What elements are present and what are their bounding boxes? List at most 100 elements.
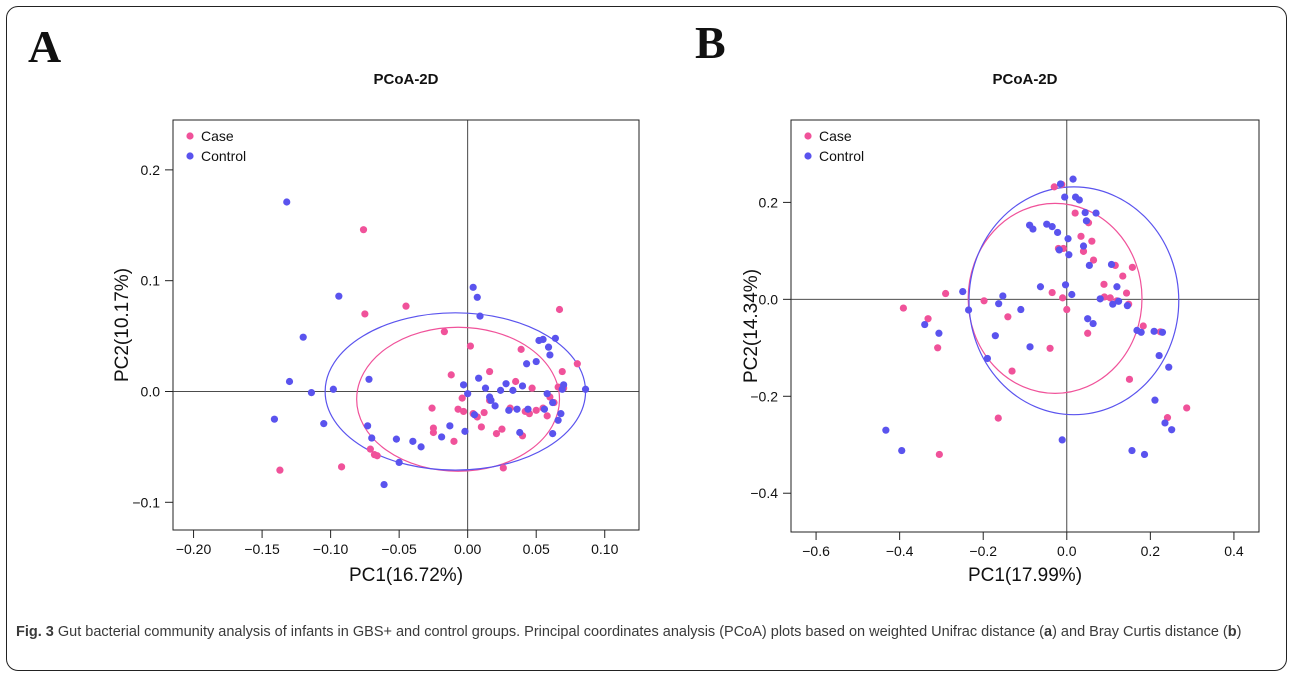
caption-text-3: ) bbox=[1236, 624, 1242, 640]
data-point-case bbox=[1088, 237, 1096, 245]
data-point-control bbox=[1017, 305, 1025, 314]
data-point-control bbox=[540, 405, 549, 413]
x-axis-label: PC1(16.72%) bbox=[349, 565, 463, 586]
data-point-control bbox=[270, 415, 279, 423]
data-point-case bbox=[1059, 294, 1067, 302]
data-point-control bbox=[380, 480, 388, 489]
data-point-control bbox=[882, 426, 890, 434]
data-point-case bbox=[1139, 322, 1147, 330]
data-point-control bbox=[1056, 180, 1065, 188]
x-tick-label: −0.05 bbox=[381, 541, 417, 557]
data-point-control bbox=[1115, 297, 1123, 305]
legend-marker-control bbox=[804, 152, 812, 160]
y-tick-label: 0.2 bbox=[759, 194, 779, 210]
x-tick-label: −0.20 bbox=[176, 541, 212, 557]
data-point-case bbox=[1008, 367, 1016, 375]
series-case bbox=[276, 226, 581, 474]
x-tick-label: 0.0 bbox=[1057, 543, 1077, 559]
series-control bbox=[882, 175, 1176, 459]
data-point-case bbox=[276, 466, 284, 474]
data-point-control bbox=[983, 354, 991, 363]
data-point-case bbox=[1077, 232, 1085, 240]
data-point-control bbox=[307, 388, 316, 397]
data-point-control bbox=[1043, 220, 1051, 228]
legend-label-case: Case bbox=[819, 128, 852, 144]
data-point-case bbox=[477, 423, 485, 431]
data-point-case bbox=[1106, 294, 1114, 302]
data-point-control bbox=[487, 396, 495, 404]
data-point-control bbox=[935, 329, 943, 337]
data-point-control bbox=[481, 384, 490, 392]
data-point-case bbox=[1128, 263, 1136, 271]
y-tick-label: 0.2 bbox=[141, 162, 161, 178]
data-point-control bbox=[539, 335, 547, 344]
data-point-control bbox=[1069, 175, 1077, 183]
caption-text-2: ) and Bray Curtis distance ( bbox=[1052, 624, 1228, 640]
data-point-control bbox=[898, 446, 906, 455]
data-point-control bbox=[1068, 290, 1076, 299]
data-point-case bbox=[994, 414, 1002, 422]
legend-marker-case bbox=[804, 132, 812, 140]
data-point-case bbox=[934, 344, 942, 352]
data-point-case bbox=[555, 305, 564, 314]
data-point-control bbox=[409, 437, 417, 445]
data-point-control bbox=[473, 293, 481, 301]
data-point-case bbox=[361, 310, 369, 318]
data-point-control bbox=[1096, 295, 1104, 303]
data-point-case bbox=[373, 452, 381, 460]
data-point-control bbox=[581, 385, 590, 393]
data-point-control bbox=[921, 320, 929, 329]
series-control bbox=[270, 198, 590, 489]
data-point-control bbox=[1150, 327, 1158, 335]
data-point-case bbox=[532, 406, 540, 414]
data-point-control bbox=[283, 198, 291, 206]
data-point-control bbox=[1084, 315, 1092, 323]
data-point-case bbox=[1119, 272, 1127, 280]
x-tick-label: −0.4 bbox=[886, 543, 914, 559]
data-point-control bbox=[475, 374, 483, 382]
data-point-control bbox=[392, 435, 401, 443]
data-point-control bbox=[558, 385, 566, 393]
data-point-control bbox=[1113, 283, 1121, 291]
data-point-control bbox=[1128, 446, 1136, 455]
data-point-case bbox=[1046, 344, 1054, 352]
data-point-control bbox=[543, 390, 551, 398]
data-point-case bbox=[458, 394, 466, 402]
data-point-case bbox=[447, 371, 455, 379]
data-point-control bbox=[1081, 208, 1089, 217]
data-point-case bbox=[1004, 313, 1012, 321]
legend-label-control: Control bbox=[819, 148, 864, 164]
data-point-case bbox=[459, 407, 468, 416]
data-point-control bbox=[496, 386, 505, 394]
data-point-control bbox=[1064, 235, 1072, 243]
x-tick-label: −0.6 bbox=[802, 543, 830, 559]
x-tick-label: −0.2 bbox=[969, 543, 997, 559]
data-point-control bbox=[546, 351, 554, 359]
data-point-control bbox=[1158, 328, 1167, 336]
data-point-case bbox=[492, 429, 501, 438]
data-point-case bbox=[980, 297, 988, 305]
data-point-case bbox=[1079, 247, 1088, 255]
y-tick-label: −0.4 bbox=[750, 485, 778, 501]
plot-area bbox=[172, 119, 640, 531]
data-point-control bbox=[544, 343, 553, 351]
figure-frame bbox=[6, 6, 1287, 671]
data-point-case bbox=[486, 367, 494, 376]
data-point-control bbox=[502, 380, 510, 388]
data-point-case bbox=[935, 450, 943, 459]
data-point-case bbox=[517, 345, 525, 353]
data-point-case bbox=[528, 384, 536, 392]
ellipse-case bbox=[356, 326, 561, 472]
data-point-control bbox=[549, 429, 557, 438]
data-point-control bbox=[959, 287, 967, 296]
caption-ref-b: b bbox=[1227, 624, 1237, 640]
data-point-control bbox=[1168, 426, 1176, 434]
data-point-case bbox=[499, 464, 507, 472]
data-point-case bbox=[440, 328, 448, 336]
data-point-case bbox=[337, 463, 346, 471]
data-point-control bbox=[1053, 228, 1062, 237]
y-axis-label: PC2(10.17%) bbox=[112, 268, 133, 382]
data-point-case bbox=[498, 425, 506, 433]
legend: Case Control bbox=[186, 128, 246, 164]
figure-caption: Fig. 3 Gut bacterial community analysis … bbox=[16, 622, 1271, 643]
